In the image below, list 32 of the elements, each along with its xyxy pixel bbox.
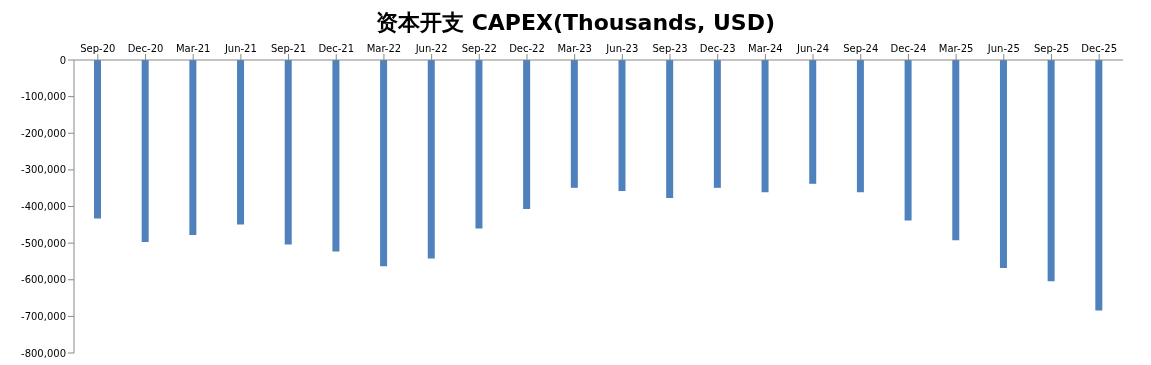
x-tick-label: Mar-23 bbox=[557, 43, 592, 54]
chart-title: 资本开支 CAPEX(Thousands, USD) bbox=[375, 9, 776, 37]
x-tick-label: Sep-20 bbox=[80, 43, 116, 54]
x-tick-label: Mar-22 bbox=[366, 43, 402, 54]
x-tick-label: Sep-23 bbox=[652, 43, 688, 54]
x-tick-label: Dec-25 bbox=[1081, 43, 1117, 54]
x-tick-label: Mar-24 bbox=[748, 43, 783, 54]
y-tick-label: -200,000 bbox=[21, 127, 66, 139]
x-tick-label: Dec-22 bbox=[509, 43, 545, 54]
x-tick-label: Sep-24 bbox=[843, 43, 879, 54]
y-tick-label: -700,000 bbox=[21, 310, 66, 322]
x-tick-label: Jun-21 bbox=[223, 43, 257, 54]
y-tick-label: -500,000 bbox=[21, 237, 66, 249]
y-tick-label: -100,000 bbox=[21, 91, 66, 103]
x-tick-label: Sep-25 bbox=[1033, 43, 1070, 54]
y-tick-label: 0 bbox=[59, 54, 66, 66]
x-tick-label: Jun-24 bbox=[796, 43, 830, 54]
x-tick-label: Sep-22 bbox=[461, 43, 497, 54]
x-tick-label: Mar-25 bbox=[938, 43, 974, 54]
x-tick-label: Dec-23 bbox=[699, 43, 736, 54]
x-tick-label: Jun-25 bbox=[986, 43, 1020, 54]
x-tick-label: Dec-21 bbox=[318, 43, 355, 54]
x-tick-label: Sep-21 bbox=[270, 43, 307, 54]
x-tick-label: Jun-22 bbox=[414, 43, 448, 54]
x-tick-label: Dec-20 bbox=[127, 43, 164, 54]
x-tick-label: Jun-23 bbox=[605, 43, 639, 54]
x-tick-label: Mar-21 bbox=[175, 43, 211, 54]
y-tick-label: -600,000 bbox=[21, 274, 66, 286]
y-tick-label: -300,000 bbox=[21, 164, 66, 176]
x-tick-label: Dec-24 bbox=[890, 43, 927, 54]
y-tick-label: -800,000 bbox=[21, 347, 66, 359]
y-tick-label: -400,000 bbox=[21, 201, 66, 213]
